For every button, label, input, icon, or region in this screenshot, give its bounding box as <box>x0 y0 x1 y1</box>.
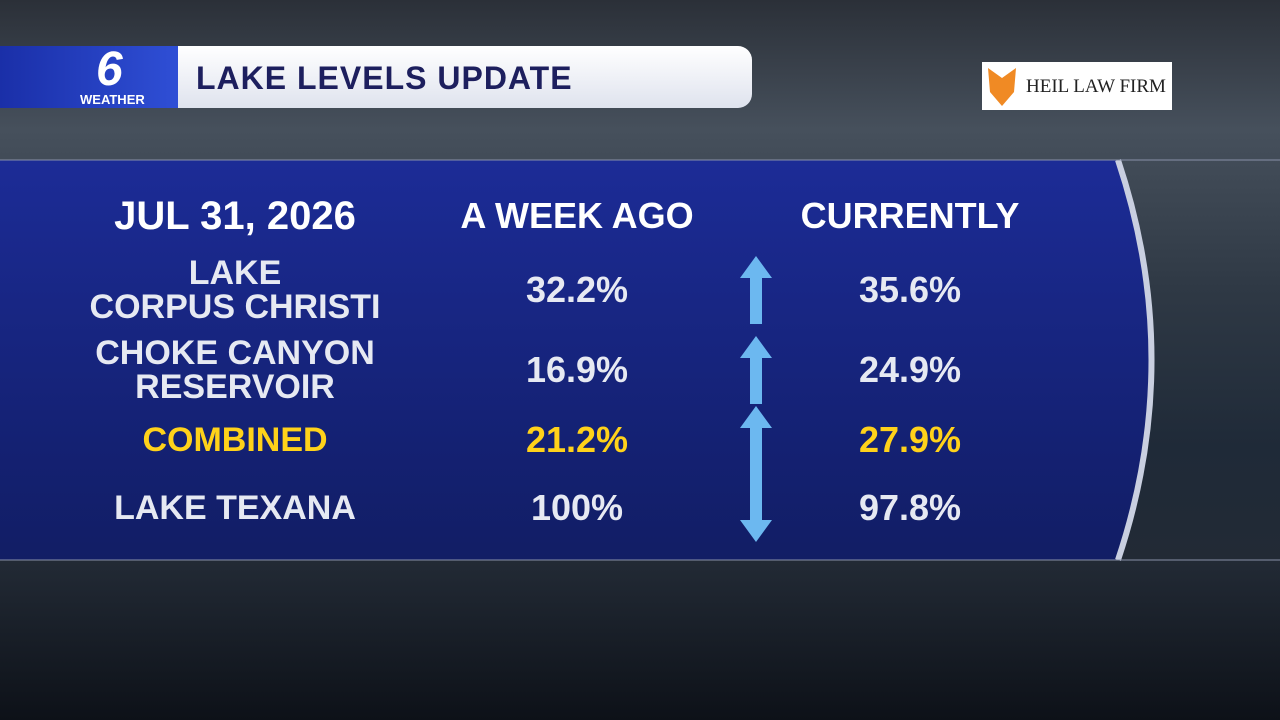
row-name: COMBINED <box>142 423 327 457</box>
title-bar: LAKE LEVELS UPDATE <box>178 46 752 108</box>
cell-text: CHOKE CANYON <box>95 334 375 372</box>
current-value: 35.6% <box>859 272 961 308</box>
station-logo: 6 WEATHER <box>0 43 180 108</box>
sponsor-name: HEIL LAW FIRM <box>1026 76 1166 97</box>
row-name: LAKE CORPUS CHRISTI <box>90 256 381 324</box>
week-ago-value: 21.2% <box>526 422 628 458</box>
cell-text: 100% <box>530 487 624 528</box>
cell-text: 35.6% <box>858 269 962 310</box>
cell-text: JUL 31, 2026 <box>114 194 356 238</box>
cell-text: LAKE <box>188 254 282 292</box>
cell-text: RESERVOIR <box>135 368 335 406</box>
cell-text: A WEEK AGO <box>460 195 694 236</box>
row-name: CHOKE CANYON RESERVOIR <box>95 336 375 404</box>
current-value: 24.9% <box>859 352 961 388</box>
cell-text: COMBINED <box>142 421 328 459</box>
cell-text: 32.2% <box>525 269 629 310</box>
cell-text: 97.8% <box>858 487 962 528</box>
trend-down-arrow <box>740 474 772 542</box>
row-name: LAKE TEXANA <box>114 491 356 525</box>
title: LAKE LEVELS UPDATE <box>196 60 573 96</box>
arrows <box>740 256 772 542</box>
current-value: 97.8% <box>859 490 961 526</box>
panel-edge <box>1115 159 1155 561</box>
trend-up-arrow <box>740 336 772 404</box>
sponsor: HEIL LAW FIRM <box>982 62 1172 110</box>
week-ago-value: 16.9% <box>526 352 628 388</box>
cell-text: 24.9% <box>858 349 962 390</box>
week-ago-value: 100% <box>531 490 623 526</box>
week-ago-value: 32.2% <box>526 272 628 308</box>
trend-up-arrow <box>740 406 772 474</box>
cell-text: 21.2% <box>525 419 629 460</box>
column-header: CURRENTLY <box>801 198 1020 234</box>
cell-text: 16.9% <box>525 349 629 390</box>
sponsor-icon <box>988 68 1016 106</box>
column-header: JUL 31, 2026 <box>114 196 356 236</box>
current-value: 27.9% <box>859 422 961 458</box>
cell-text: 27.9% <box>858 419 962 460</box>
cell-text: CORPUS CHRISTI <box>89 288 381 326</box>
cell-text: CURRENTLY <box>800 195 1020 236</box>
table-panel <box>0 160 1152 560</box>
trend-up-arrow <box>740 256 772 324</box>
cell-text: LAKE TEXANA <box>114 489 356 527</box>
logo-label: WEATHER <box>80 92 145 107</box>
logo-number: 6 <box>96 43 123 96</box>
column-header: A WEEK AGO <box>460 198 693 234</box>
